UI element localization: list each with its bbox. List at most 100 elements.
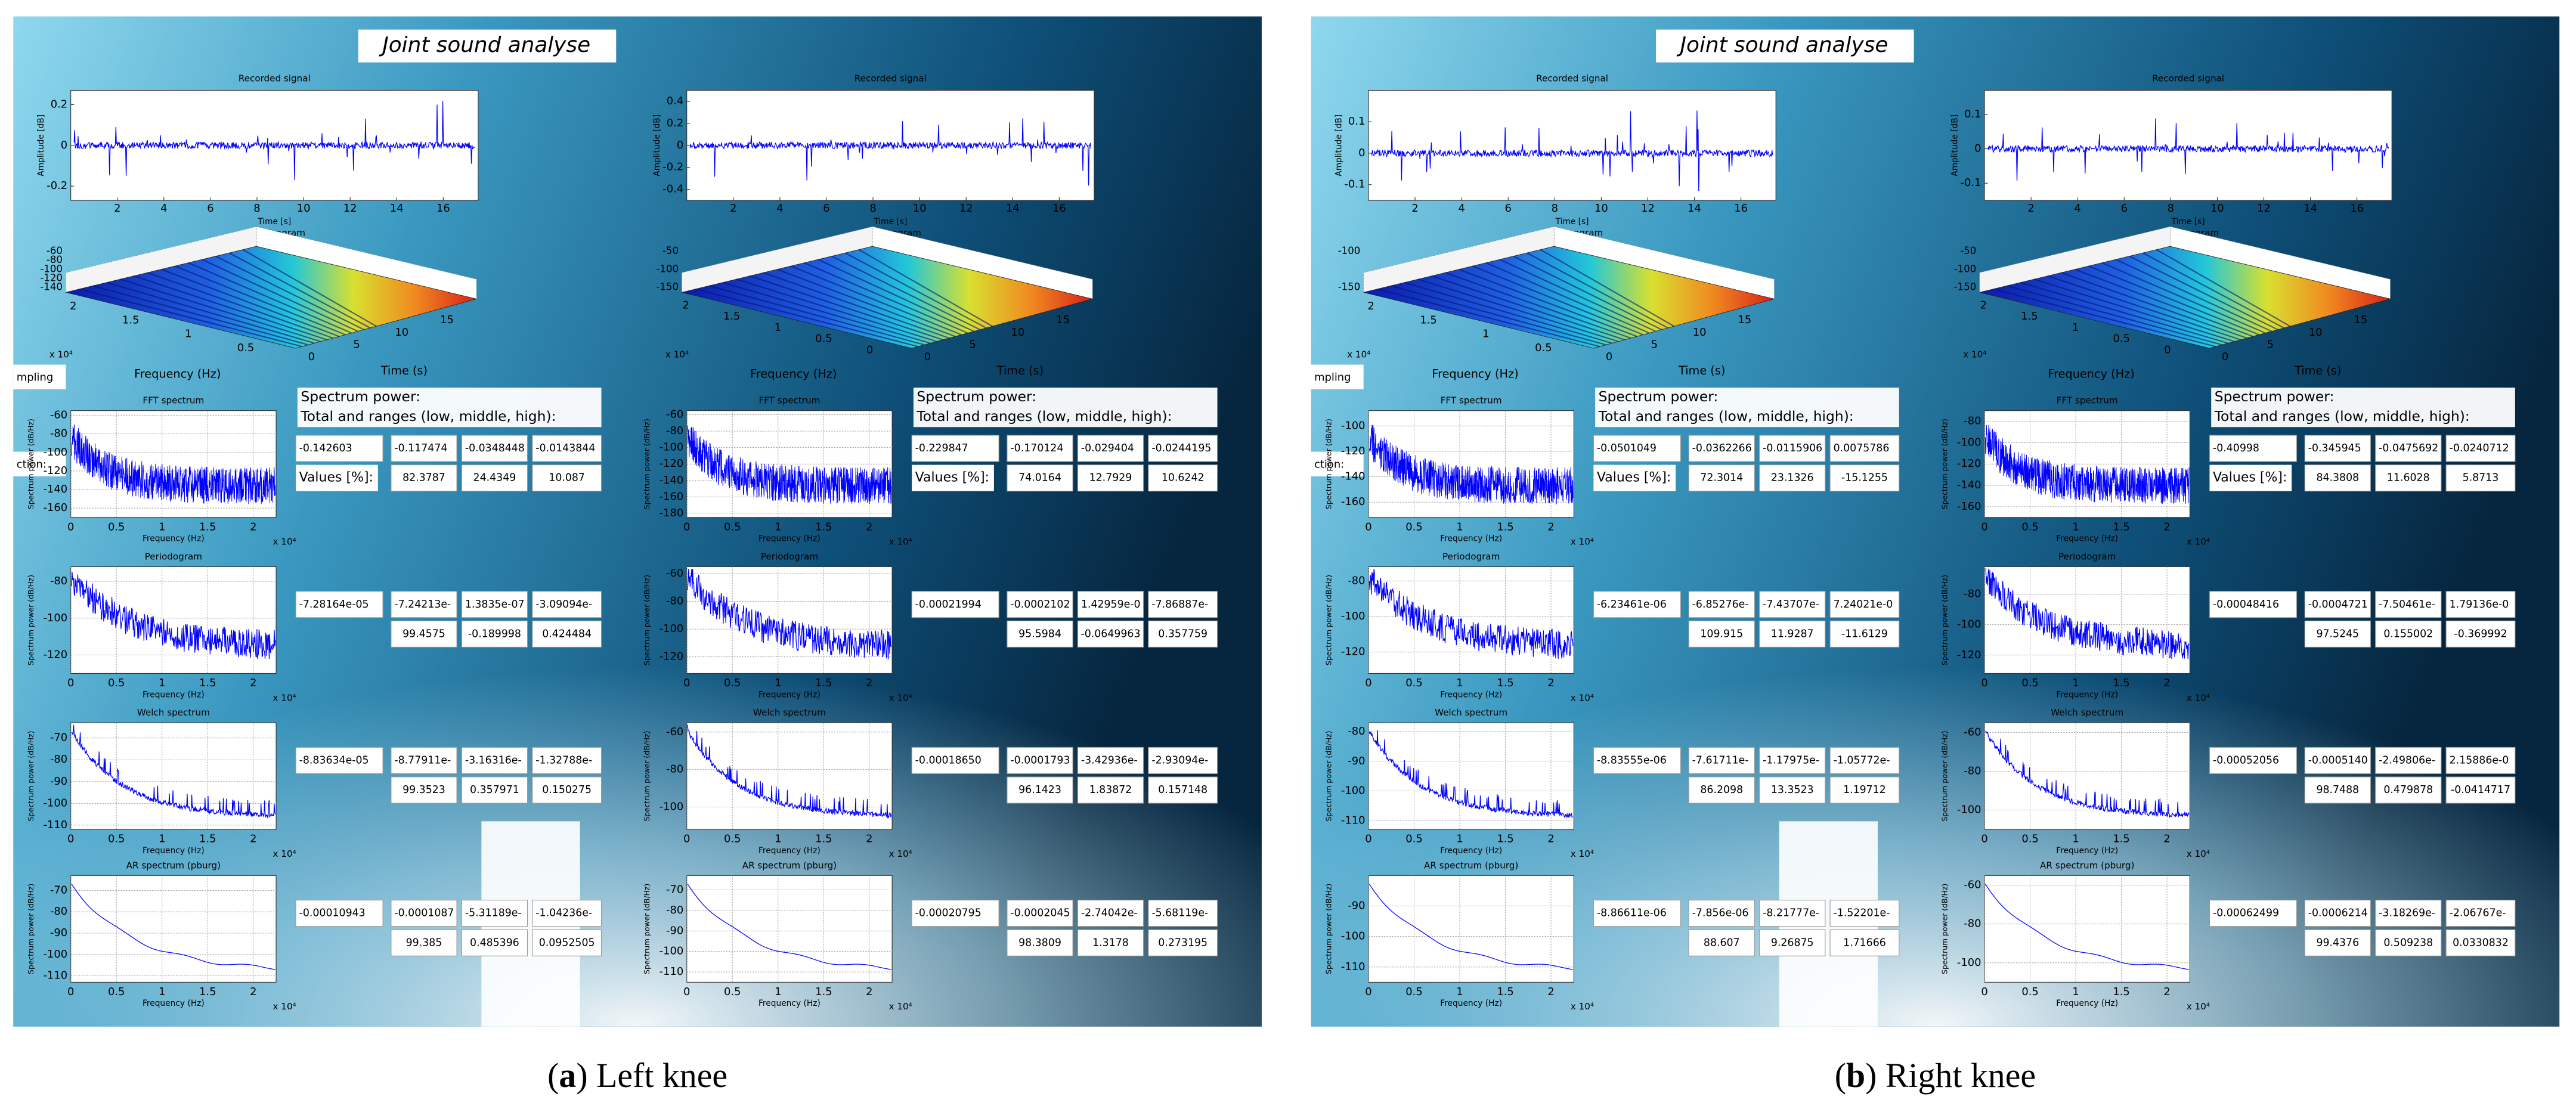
value-text: -11.6129 bbox=[1841, 628, 1888, 640]
value-box bbox=[1759, 620, 1826, 648]
value-box bbox=[461, 929, 528, 956]
x-tick-label: 8 bbox=[253, 202, 260, 215]
x-tick-label: 16 bbox=[1052, 202, 1066, 215]
value-box bbox=[1007, 900, 1073, 927]
spectrum-trace bbox=[1984, 425, 2190, 504]
value-text: 0.0952505 bbox=[539, 937, 595, 949]
spectrum-trace bbox=[1368, 425, 1574, 504]
value-text: -6.85276e- bbox=[1692, 599, 1749, 611]
value-text: -7.24213e- bbox=[394, 599, 451, 611]
value-box bbox=[1077, 929, 1144, 956]
value-text: 23.1326 bbox=[1771, 472, 1814, 484]
y-tick-label: -90 bbox=[1348, 755, 1365, 767]
y-tick-label: -110 bbox=[660, 965, 684, 978]
value-box bbox=[295, 435, 383, 462]
y-tick-label: 0 bbox=[677, 139, 683, 151]
z-tick-label: -60 bbox=[47, 245, 63, 256]
time-tick-label: 5 bbox=[353, 339, 360, 351]
spectrogram-ridge bbox=[2088, 265, 2259, 336]
spectrogram-ridge bbox=[92, 285, 309, 346]
value-box bbox=[1007, 464, 1073, 492]
x-tick-label: 4 bbox=[776, 202, 783, 215]
value-box bbox=[1688, 591, 1755, 618]
value-text: -0.0002102 bbox=[1010, 599, 1070, 611]
x-tick-label: 0.5 bbox=[108, 986, 125, 998]
value-text: -8.86611e-06 bbox=[1597, 907, 1667, 919]
value-box bbox=[2304, 747, 2371, 775]
value-box bbox=[1148, 900, 1218, 927]
x-tick-label: 1 bbox=[159, 833, 165, 845]
y-tick-label: -120 bbox=[1957, 457, 1981, 470]
value-box bbox=[2375, 464, 2442, 492]
x-tick-label: 14 bbox=[1006, 202, 1020, 215]
spectrum-subheading: Total and ranges (low, middle, high): bbox=[1598, 408, 1854, 425]
z-tick-label: -100 bbox=[1338, 245, 1360, 256]
y-tick-label: -80 bbox=[1964, 415, 1981, 428]
spectrogram-exponent: x 10⁴ bbox=[49, 349, 73, 360]
value-text: -0.189998 bbox=[468, 628, 521, 640]
frequency-tick-label: 0 bbox=[2164, 343, 2171, 356]
value-box bbox=[1688, 464, 1755, 492]
plot-ylabel: Spectrum power (dB/Hz) bbox=[26, 419, 35, 509]
value-box bbox=[295, 900, 383, 927]
value-box bbox=[2375, 776, 2442, 804]
value-text: 98.3809 bbox=[1018, 937, 1061, 949]
value-box bbox=[1077, 620, 1144, 648]
value-text: -0.369992 bbox=[2454, 628, 2507, 640]
x-tick-label: 16 bbox=[436, 202, 450, 215]
side-tab bbox=[13, 364, 66, 389]
value-box bbox=[1829, 591, 1900, 618]
value-text: -0.0115906 bbox=[1763, 442, 1822, 454]
x-tick-label: 0 bbox=[683, 521, 690, 533]
y-tick-label: 0 bbox=[61, 139, 67, 151]
value-text: -0.345945 bbox=[2308, 442, 2361, 454]
x-tick-label: 14 bbox=[1688, 202, 1701, 215]
spectrum-subheading: Total and ranges (low, middle, high): bbox=[300, 408, 556, 425]
plot-ylabel: Spectrum power (dB/Hz) bbox=[1940, 731, 1949, 822]
title-box bbox=[358, 29, 617, 63]
spectrogram-ridge bbox=[1459, 268, 1637, 337]
y-tick-label: -100 bbox=[1341, 785, 1366, 797]
plot-exponent: x 10⁴ bbox=[2187, 848, 2210, 859]
value-text: 1.3835e-07 bbox=[465, 599, 525, 611]
spectrogram-xlabel: Time (s) bbox=[380, 364, 428, 377]
spectrogram-ridge bbox=[695, 288, 918, 348]
z-tick-label: -100 bbox=[40, 263, 62, 274]
time-tick-label: 15 bbox=[2354, 314, 2368, 326]
frequency-tick-label: 1 bbox=[2072, 321, 2079, 334]
x-tick-label: 2 bbox=[2163, 677, 2170, 689]
x-tick-label: 6 bbox=[2121, 202, 2128, 215]
x-tick-label: 1 bbox=[2072, 986, 2079, 998]
y-tick-label: 0.2 bbox=[51, 98, 67, 110]
plot-axes bbox=[1368, 566, 1574, 674]
value-text: 0.357971 bbox=[470, 784, 519, 796]
y-tick-label: -120 bbox=[1341, 445, 1366, 457]
x-tick-label: 6 bbox=[207, 202, 213, 215]
value-box bbox=[1077, 747, 1144, 775]
spectrogram-ridge bbox=[1391, 285, 1606, 346]
value-text: -0.229847 bbox=[915, 442, 968, 454]
value-text: 96.1423 bbox=[1018, 784, 1061, 796]
x-tick-label: 2 bbox=[2163, 986, 2170, 998]
spectrogram-ridge bbox=[174, 265, 346, 336]
x-tick-label: 10 bbox=[913, 202, 927, 215]
value-box bbox=[391, 435, 457, 462]
spectrum-trace bbox=[71, 424, 276, 504]
side-tab bbox=[1311, 451, 1364, 476]
caption-part: ( bbox=[1835, 1056, 1846, 1095]
plot-exponent: x 10⁴ bbox=[1571, 537, 1594, 547]
value-text: 10.087 bbox=[549, 472, 585, 484]
value-box bbox=[911, 591, 999, 618]
values-label: Values [%]: bbox=[915, 470, 989, 485]
z-tick-label: -80 bbox=[47, 254, 63, 265]
value-text: 1.19712 bbox=[1843, 784, 1886, 796]
y-tick-label: -100 bbox=[1341, 930, 1366, 943]
spectrogram-ridge bbox=[2075, 268, 2253, 337]
value-text: -0.0001087 bbox=[394, 907, 454, 919]
y-tick-label: -60 bbox=[666, 567, 683, 580]
value-box bbox=[461, 620, 528, 648]
value-text: -0.0002045 bbox=[1010, 907, 1070, 919]
value-box bbox=[1593, 747, 1681, 775]
y-tick-label: -100 bbox=[660, 441, 684, 454]
side-tab-label: mpling bbox=[17, 371, 53, 384]
